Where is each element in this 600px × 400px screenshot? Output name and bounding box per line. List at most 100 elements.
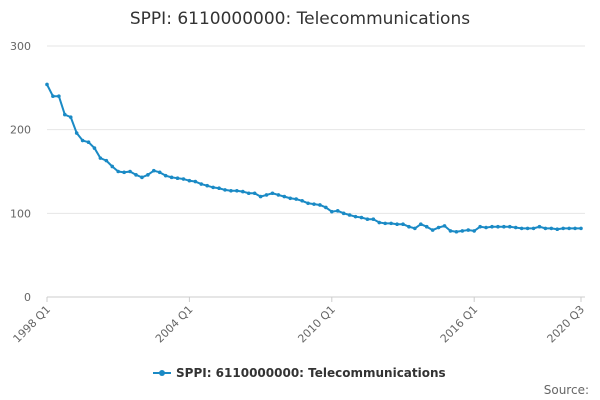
- data-point[interactable]: [98, 156, 103, 160]
- data-point[interactable]: [146, 173, 150, 177]
- data-point[interactable]: [413, 226, 417, 231]
- data-point[interactable]: [306, 201, 310, 206]
- data-point[interactable]: [68, 115, 73, 119]
- data-point[interactable]: [436, 225, 441, 230]
- data-point[interactable]: [359, 215, 364, 220]
- data-point[interactable]: [193, 179, 198, 184]
- data-point[interactable]: [371, 217, 376, 221]
- data-point[interactable]: [490, 224, 494, 229]
- data-point[interactable]: [407, 224, 411, 229]
- data-point[interactable]: [235, 188, 239, 193]
- data-point[interactable]: [258, 194, 263, 199]
- data-point[interactable]: [57, 94, 61, 98]
- data-point[interactable]: [110, 164, 115, 169]
- x-tick-label: 2016 Q1: [438, 303, 481, 346]
- data-point[interactable]: [395, 222, 399, 227]
- data-point[interactable]: [401, 222, 405, 227]
- data-point[interactable]: [513, 225, 518, 230]
- data-point[interactable]: [205, 183, 209, 188]
- data-point[interactable]: [74, 131, 79, 135]
- data-point[interactable]: [567, 226, 571, 231]
- data-point[interactable]: [252, 191, 257, 196]
- data-point[interactable]: [86, 140, 91, 145]
- data-point[interactable]: [169, 175, 174, 180]
- data-point[interactable]: [579, 226, 583, 231]
- data-point[interactable]: [104, 158, 109, 163]
- source-label: Source:: [544, 383, 589, 397]
- data-point[interactable]: [264, 193, 269, 197]
- data-point[interactable]: [508, 224, 512, 229]
- y-tick-label: 0: [24, 291, 31, 304]
- data-point[interactable]: [424, 224, 429, 229]
- data-point[interactable]: [116, 169, 120, 174]
- data-point[interactable]: [460, 229, 465, 233]
- data-point[interactable]: [549, 226, 554, 231]
- data-point[interactable]: [555, 227, 560, 232]
- legend[interactable]: SPPI: 6110000000: Telecommunications: [153, 366, 446, 380]
- data-point[interactable]: [45, 82, 49, 87]
- data-point[interactable]: [229, 188, 233, 193]
- data-point[interactable]: [199, 182, 204, 186]
- data-point[interactable]: [211, 185, 215, 190]
- data-point[interactable]: [282, 194, 287, 199]
- data-point[interactable]: [502, 224, 506, 229]
- data-point[interactable]: [389, 221, 393, 226]
- data-point[interactable]: [217, 186, 221, 191]
- data-point[interactable]: [288, 196, 293, 201]
- data-point[interactable]: [519, 226, 524, 231]
- data-point[interactable]: [152, 168, 156, 173]
- data-point[interactable]: [122, 170, 126, 175]
- data-point[interactable]: [294, 197, 299, 201]
- data-point[interactable]: [300, 198, 304, 203]
- x-axis: 1998 Q1 2004 Q1 2010 Q1 2016 Q1 2020 Q3: [11, 297, 588, 346]
- data-point[interactable]: [496, 224, 500, 229]
- data-point[interactable]: [246, 191, 251, 196]
- data-point[interactable]: [128, 169, 132, 174]
- data-point[interactable]: [377, 220, 382, 225]
- data-point[interactable]: [175, 176, 180, 180]
- data-point[interactable]: [454, 229, 459, 234]
- data-point[interactable]: [537, 224, 542, 229]
- data-point[interactable]: [163, 173, 168, 178]
- data-point[interactable]: [525, 226, 530, 231]
- data-point[interactable]: [330, 209, 334, 214]
- data-point[interactable]: [324, 205, 328, 210]
- data-point[interactable]: [430, 228, 435, 232]
- data-point[interactable]: [241, 189, 245, 194]
- data-point[interactable]: [181, 177, 186, 181]
- data-point[interactable]: [318, 203, 322, 207]
- data-point[interactable]: [561, 226, 565, 231]
- data-point[interactable]: [187, 178, 192, 183]
- data-point[interactable]: [270, 191, 275, 196]
- data-point[interactable]: [448, 229, 453, 233]
- y-tick-label: 300: [10, 40, 31, 53]
- data-point[interactable]: [276, 193, 281, 197]
- x-tick-label: 2020 Q3: [545, 303, 588, 346]
- data-point[interactable]: [312, 202, 316, 206]
- data-point[interactable]: [63, 112, 67, 117]
- data-point[interactable]: [134, 173, 138, 177]
- data-point[interactable]: [484, 225, 488, 230]
- data-point[interactable]: [157, 170, 162, 175]
- data-point[interactable]: [543, 226, 548, 231]
- data-point[interactable]: [223, 188, 227, 192]
- data-point[interactable]: [442, 224, 447, 228]
- data-point[interactable]: [383, 221, 388, 226]
- data-point[interactable]: [531, 226, 536, 231]
- data-point[interactable]: [472, 229, 477, 233]
- data-point[interactable]: [365, 217, 370, 221]
- data-point[interactable]: [335, 209, 340, 213]
- data-point[interactable]: [353, 214, 358, 219]
- data-point[interactable]: [347, 213, 352, 217]
- data-point[interactable]: [80, 138, 85, 143]
- data-point[interactable]: [466, 228, 471, 232]
- data-point[interactable]: [92, 146, 97, 150]
- data-point[interactable]: [51, 94, 55, 98]
- data-point[interactable]: [573, 226, 577, 231]
- data-point[interactable]: [419, 222, 423, 227]
- data-point[interactable]: [140, 175, 144, 180]
- series-line: [46, 84, 581, 233]
- x-tick-label: 2004 Q1: [153, 303, 196, 346]
- data-point[interactable]: [478, 224, 482, 229]
- data-point[interactable]: [341, 211, 346, 216]
